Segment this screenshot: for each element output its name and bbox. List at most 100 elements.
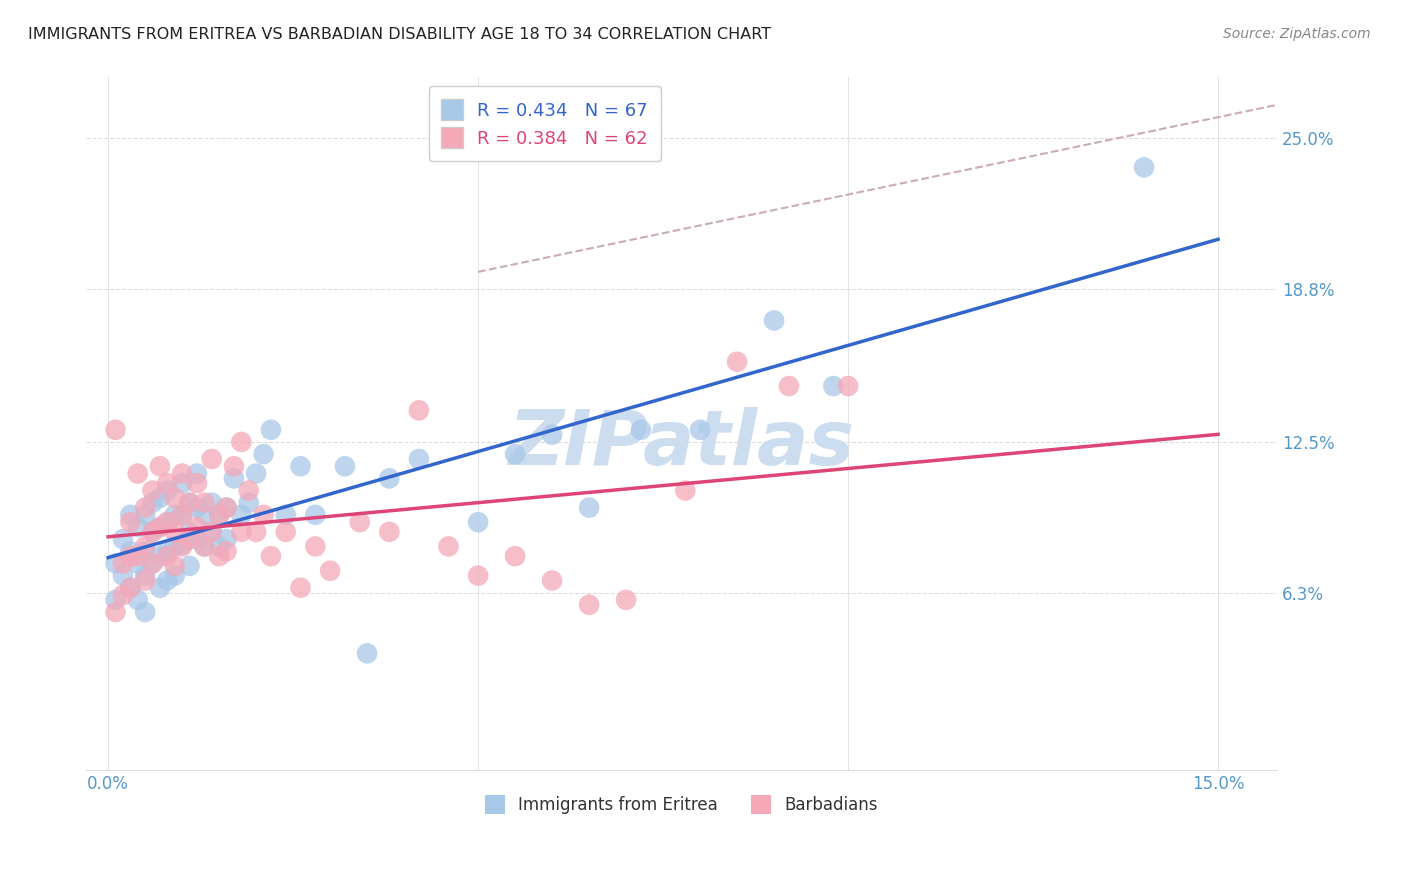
Point <box>193 508 215 522</box>
Point <box>274 524 297 539</box>
Point <box>208 508 231 522</box>
Point <box>193 496 215 510</box>
Point <box>378 471 401 485</box>
Point <box>149 549 172 563</box>
Point <box>179 532 201 546</box>
Point <box>163 524 186 539</box>
Point <box>120 508 142 522</box>
Point <box>778 379 800 393</box>
Point <box>172 508 194 522</box>
Point <box>245 524 267 539</box>
Point <box>172 476 194 491</box>
Point <box>503 549 526 563</box>
Point <box>179 558 201 573</box>
Point <box>149 459 172 474</box>
Point <box>208 540 231 554</box>
Point <box>467 568 489 582</box>
Point <box>201 524 224 539</box>
Point <box>141 557 163 571</box>
Text: ZIPatlas: ZIPatlas <box>509 408 855 482</box>
Point <box>163 508 186 522</box>
Point <box>215 500 238 515</box>
Point <box>172 467 194 481</box>
Point <box>134 574 156 588</box>
Point <box>689 423 711 437</box>
Point <box>111 532 134 546</box>
Point <box>179 496 201 510</box>
Point <box>408 452 430 467</box>
Point <box>222 471 245 485</box>
Point <box>156 476 179 491</box>
Point <box>186 520 208 534</box>
Point <box>134 568 156 582</box>
Point <box>408 403 430 417</box>
Point <box>127 549 149 563</box>
Point <box>127 593 149 607</box>
Point <box>163 491 186 505</box>
Point <box>630 423 652 437</box>
Point <box>141 557 163 571</box>
Point <box>304 540 326 554</box>
Point <box>231 524 253 539</box>
Point <box>104 593 127 607</box>
Point <box>437 540 460 554</box>
Point <box>252 508 274 522</box>
Point <box>260 549 283 563</box>
Point <box>378 524 401 539</box>
Point <box>201 452 224 467</box>
Point <box>127 467 149 481</box>
Point <box>823 379 845 393</box>
Point <box>134 500 156 515</box>
Point <box>134 508 156 522</box>
Point <box>104 605 127 619</box>
Point <box>260 423 283 437</box>
Point <box>141 524 163 539</box>
Point <box>172 537 194 551</box>
Point <box>141 496 163 510</box>
Point <box>111 588 134 602</box>
Point <box>104 423 127 437</box>
Point <box>104 557 127 571</box>
Point <box>208 549 231 563</box>
Point <box>222 459 245 474</box>
Point <box>149 520 172 534</box>
Point <box>134 605 156 619</box>
Point <box>134 540 156 554</box>
Point <box>186 476 208 491</box>
Point <box>614 593 637 607</box>
Point <box>319 564 342 578</box>
Point <box>172 508 194 522</box>
Point <box>725 355 748 369</box>
Point <box>201 524 224 539</box>
Point <box>290 459 312 474</box>
Point <box>186 500 208 515</box>
Point <box>215 544 238 558</box>
Point <box>215 500 238 515</box>
Point <box>467 515 489 529</box>
Point <box>231 508 253 522</box>
Point <box>134 544 156 558</box>
Point <box>201 496 224 510</box>
Point <box>238 483 260 498</box>
Point <box>1133 161 1156 175</box>
Point <box>837 379 859 393</box>
Point <box>186 467 208 481</box>
Point <box>120 544 142 558</box>
Point <box>156 544 179 558</box>
Point <box>156 574 179 588</box>
Point <box>304 508 326 522</box>
Point <box>156 515 179 529</box>
Point <box>193 540 215 554</box>
Point <box>231 434 253 449</box>
Point <box>149 581 172 595</box>
Point <box>673 483 696 498</box>
Point <box>578 500 600 515</box>
Point <box>111 568 134 582</box>
Point <box>193 540 215 554</box>
Point <box>349 515 371 529</box>
Point <box>141 524 163 539</box>
Point <box>290 581 312 595</box>
Point <box>141 483 163 498</box>
Legend: Immigrants from Eritrea, Barbadians: Immigrants from Eritrea, Barbadians <box>475 785 889 824</box>
Point <box>179 496 201 510</box>
